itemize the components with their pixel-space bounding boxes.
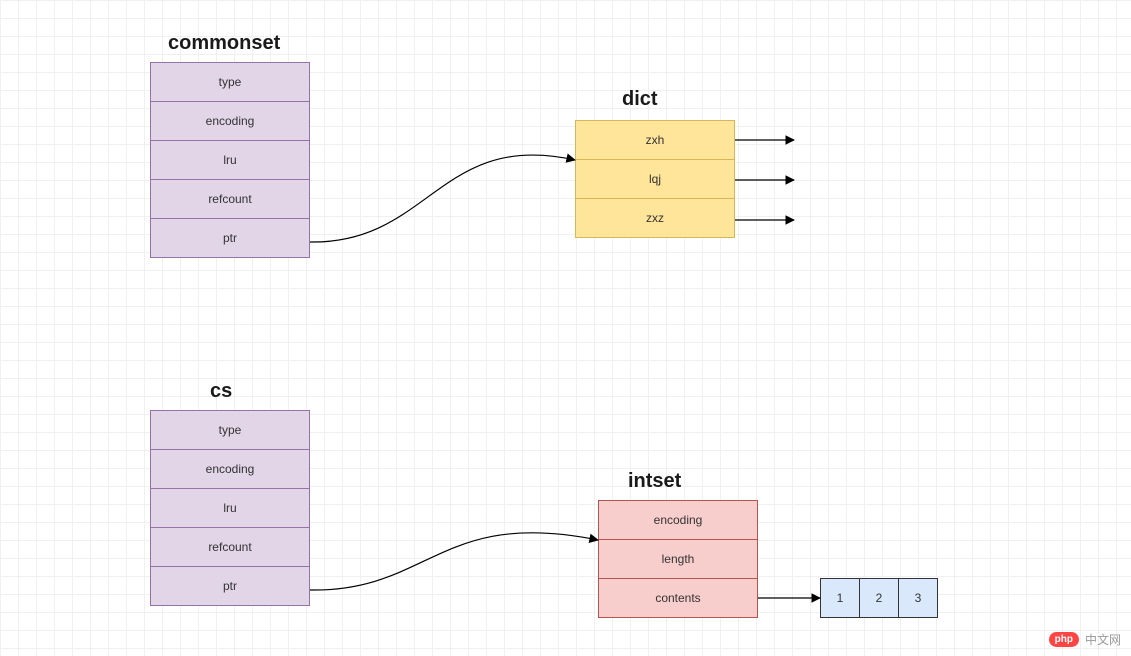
cell-cs-type: type [150, 410, 310, 450]
watermark-text: 中文网 [1085, 631, 1121, 648]
cell-cs-refcount: refcount [150, 527, 310, 567]
cell-cs-encoding: encoding [150, 449, 310, 489]
array-cell-0: 1 [820, 578, 860, 618]
struct-cs: type encoding lru refcount ptr [150, 410, 310, 606]
cell-cs-lru: lru [150, 488, 310, 528]
struct-commonset: type encoding lru refcount ptr [150, 62, 310, 258]
cell-cs-ptr: ptr [150, 566, 310, 606]
watermark: php 中文网 [1049, 631, 1121, 648]
cell-commonset-ptr: ptr [150, 218, 310, 258]
watermark-logo: php [1049, 632, 1079, 647]
title-intset: intset [628, 470, 681, 493]
struct-intset: encoding length contents [598, 500, 758, 618]
array-cell-1: 2 [859, 578, 899, 618]
title-commonset: commonset [168, 32, 280, 55]
cell-dict-2: zxz [575, 198, 735, 238]
cell-commonset-type: type [150, 62, 310, 102]
cell-intset-length: length [598, 539, 758, 579]
array-cell-2: 3 [898, 578, 938, 618]
cell-intset-encoding: encoding [598, 500, 758, 540]
cell-commonset-encoding: encoding [150, 101, 310, 141]
cell-commonset-refcount: refcount [150, 179, 310, 219]
struct-dict: zxh lqj zxz [575, 120, 735, 238]
title-cs: cs [210, 380, 232, 403]
cell-commonset-lru: lru [150, 140, 310, 180]
array-contents: 1 2 3 [820, 578, 938, 618]
cell-intset-contents: contents [598, 578, 758, 618]
cell-dict-1: lqj [575, 159, 735, 199]
cell-dict-0: zxh [575, 120, 735, 160]
title-dict: dict [622, 88, 658, 111]
